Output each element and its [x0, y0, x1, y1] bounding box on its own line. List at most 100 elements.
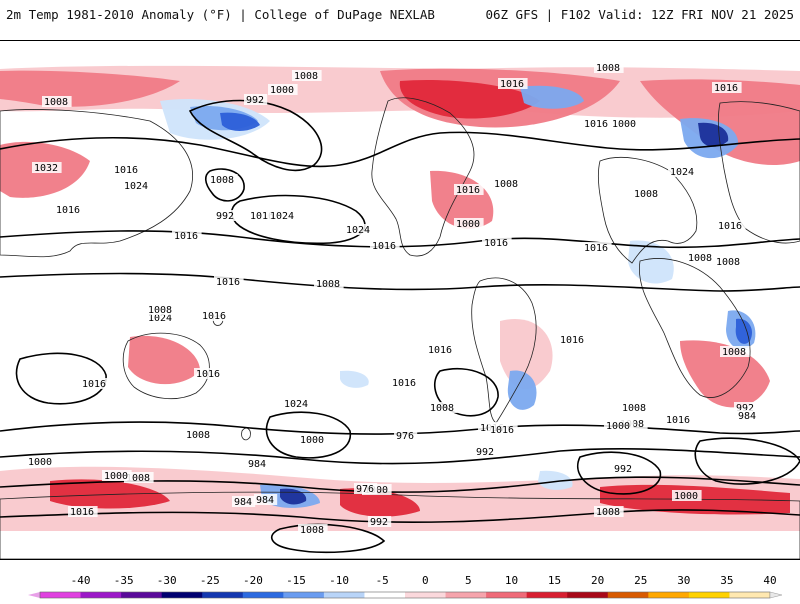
isobar-label-bg	[282, 398, 312, 409]
isobar-label: 1016	[250, 211, 274, 222]
legend-swatch	[161, 592, 203, 598]
isobar-label-bg	[558, 334, 588, 345]
coastline	[717, 101, 800, 244]
isobar-label: 1008	[148, 305, 172, 316]
isobar-label-bg	[594, 506, 624, 517]
isobar-label: 1024	[670, 167, 694, 178]
isobar-label: 1016	[372, 241, 396, 252]
isobar-label: 1016	[718, 221, 742, 232]
coastline	[0, 491, 800, 559]
isobar-label: 1016	[560, 335, 584, 346]
isobar-label-bg	[672, 490, 702, 501]
isobar-label: 1016	[428, 345, 452, 356]
isobar-label-bg	[146, 304, 176, 315]
legend-tick-label: 5	[465, 574, 472, 587]
isobar-label: 984	[738, 411, 756, 422]
isobar-label-bg	[42, 96, 72, 107]
legend-tick-label: 30	[677, 574, 690, 587]
isobar-label: 1016	[392, 378, 416, 389]
isobar-label: 1032	[34, 163, 58, 174]
isobar-label: 1008	[722, 347, 746, 358]
isobar-label: 1016	[82, 379, 106, 390]
anomaly-region	[680, 340, 770, 408]
isobar-label-bg	[268, 210, 298, 221]
legend-swatch	[202, 592, 244, 598]
isobar-label-bg	[248, 210, 278, 221]
isobar-label: 1016	[196, 369, 220, 380]
legend-min-arrow	[28, 592, 40, 598]
anomaly-region	[507, 370, 537, 410]
isobar-label: 1000	[300, 435, 324, 446]
color-legend: -40 -35 -30 -25 -20 -15 -10 -5 0 5 10 15 20 25 30 35 40	[0, 570, 800, 600]
legend-tick-label: 40	[763, 574, 776, 587]
isobar-label: 1000	[28, 457, 52, 468]
isobar-label-bg	[712, 82, 742, 93]
legend-swatch	[486, 592, 528, 598]
isobar-label-bg	[68, 506, 98, 517]
isobar-label-bg	[344, 224, 374, 235]
isobar-label-bg	[298, 434, 328, 445]
isobar-label-bg	[454, 218, 484, 229]
isobar-line	[0, 421, 800, 435]
map-panel: 1008 1008 1008 1000 992 1016 1016 1016 1000 1008 1…	[0, 40, 800, 560]
legend-swatch	[567, 592, 609, 598]
legend-swatch	[323, 592, 365, 598]
isobar-label-bg	[498, 78, 528, 89]
isobar-label-bg	[474, 446, 498, 457]
isobar-label-bg	[146, 312, 176, 323]
isobar-label: 1016	[202, 311, 226, 322]
anomaly-region	[538, 470, 573, 490]
isobar-label-bg	[620, 402, 650, 413]
isobar-label-bg	[80, 378, 110, 389]
isobar-label: 1016	[70, 507, 94, 518]
legend-swatch	[729, 592, 771, 598]
legend-tick-label: 15	[548, 574, 561, 587]
anomaly-region	[698, 122, 729, 147]
legend-tick-label: -40	[71, 574, 91, 587]
isobar-label-bg	[102, 470, 132, 481]
isobar-line	[0, 131, 800, 168]
isobar-label-bg	[488, 424, 518, 435]
isobar-label-bg	[582, 242, 612, 253]
isobar-label: 1016	[584, 243, 608, 254]
isobar-label: 992	[736, 403, 754, 414]
isobar-label: 1024	[284, 399, 308, 410]
isobar-label-bg	[232, 496, 256, 507]
isobar-label-bg	[124, 472, 154, 483]
isobar-label: 1008	[186, 430, 210, 441]
isobar-label-bg	[582, 118, 612, 129]
isobar-label: 984	[256, 495, 274, 506]
isobar-label: 1016	[490, 425, 514, 436]
isobar-label: 1008	[634, 189, 658, 200]
isobar-label-bg	[686, 252, 716, 263]
isobar-label: 984	[248, 459, 266, 470]
isobar-label: 1008	[596, 63, 620, 74]
isobar-label-bg	[370, 240, 400, 251]
legend-tick-label: -25	[200, 574, 220, 587]
isobar-label: 1000	[456, 219, 480, 230]
isobar-label: 1008	[688, 253, 712, 264]
legend-swatch	[648, 592, 690, 598]
isobar-label-bg	[268, 84, 298, 95]
isobar-label: 1016	[484, 238, 508, 249]
isobar-label-bg	[454, 184, 484, 195]
isobar-label: 1016	[500, 79, 524, 90]
legend-tick-label: -10	[329, 574, 349, 587]
isobar-label: 1008	[300, 525, 324, 536]
map-title: 2m Temp 1981-2010 Anomaly (°F) | College…	[6, 7, 435, 22]
coastline	[0, 109, 193, 258]
isobar-label: 1008	[622, 403, 646, 414]
isobar-label: 1024	[270, 211, 294, 222]
isobar-label-bg	[208, 174, 238, 185]
isobar-line	[577, 451, 662, 495]
isobar-label: 992	[614, 464, 632, 475]
legend-swatch	[242, 592, 284, 598]
legend-swatch	[80, 592, 122, 598]
isobar-label: 1016	[114, 165, 138, 176]
isobar-label: 1000	[674, 491, 698, 502]
legend-swatch	[364, 592, 406, 598]
legend-swatch	[607, 592, 649, 598]
isobar-label-bg	[734, 402, 758, 413]
isobar-line	[0, 230, 800, 249]
isobar-label: 1016	[714, 83, 738, 94]
